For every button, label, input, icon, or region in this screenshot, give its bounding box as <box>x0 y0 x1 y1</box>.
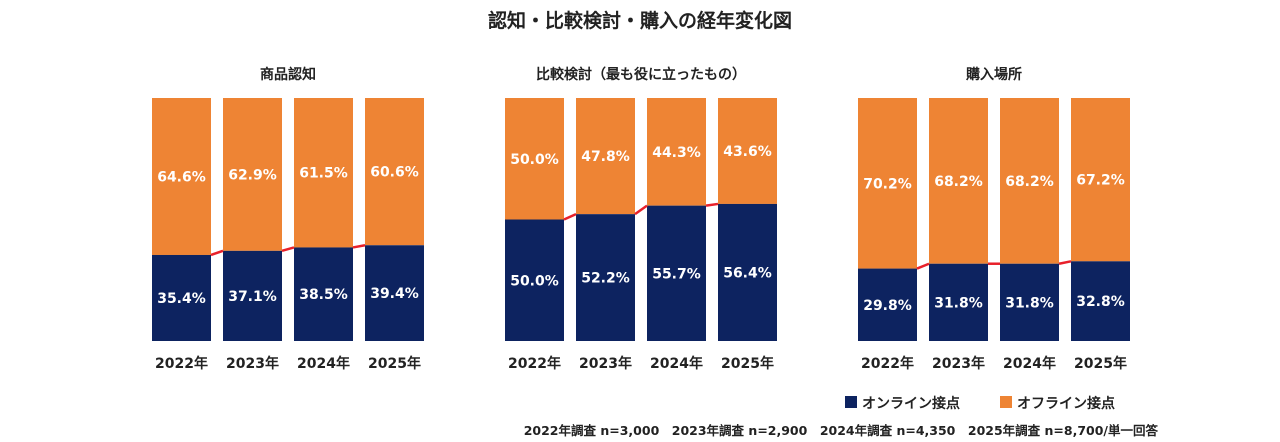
panel-2: 比較検討（最も役に立ったもの） 50.0% 50.0% 2022年 47.8% 52.2%… <box>505 66 777 372</box>
data-label-offline: 61.5% <box>299 166 348 182</box>
bar-online <box>718 203 777 341</box>
bar-online <box>1071 261 1130 341</box>
x-tick-label: 2024年 <box>650 355 703 372</box>
connector-line <box>634 204 648 216</box>
bar-offline <box>858 98 917 269</box>
data-label-offline: 62.9% <box>228 167 277 183</box>
data-label-online: 32.8% <box>1076 294 1125 310</box>
x-tick-label: 2024年 <box>1003 355 1056 372</box>
x-tick-label: 2022年 <box>508 355 561 372</box>
x-tick-label: 2025年 <box>721 355 774 372</box>
legend-swatch-offline <box>1000 396 1012 408</box>
x-tick-label: 2023年 <box>579 355 632 372</box>
panel-title: 購入場所 <box>965 66 1022 83</box>
data-label-offline: 68.2% <box>934 174 983 190</box>
panel-title: 商品認知 <box>260 66 316 83</box>
bar-offline <box>576 98 635 215</box>
bar-online <box>1000 263 1059 341</box>
data-label-online: 52.2% <box>581 271 630 287</box>
bar-online <box>929 263 988 341</box>
panel-1: 商品認知 64.6% 35.4% 2022年 62.9% 37.1% 2023年 61.5% 3… <box>152 66 424 372</box>
bar-offline <box>647 98 706 206</box>
data-label-offline: 50.0% <box>510 152 559 168</box>
x-tick-label: 2022年 <box>861 355 914 372</box>
data-label-online: 35.4% <box>157 291 206 307</box>
bar-offline <box>1071 98 1130 262</box>
connector-line <box>563 213 577 221</box>
data-label-online: 39.4% <box>370 286 419 302</box>
legend: オンライン接点 オフライン接点 <box>845 395 1115 412</box>
data-label-offline: 60.6% <box>370 165 419 181</box>
bar-offline <box>505 98 564 220</box>
connector-line <box>705 202 719 207</box>
x-tick-label: 2025年 <box>368 355 421 372</box>
data-label-online: 29.8% <box>863 298 912 314</box>
bar-offline <box>365 98 424 246</box>
bar-online <box>858 268 917 341</box>
legend-label-online: オンライン接点 <box>862 395 960 412</box>
data-label-offline: 70.2% <box>863 176 912 192</box>
bar-offline <box>718 98 777 204</box>
data-label-online: 31.8% <box>1005 295 1054 311</box>
bar-offline <box>223 98 282 251</box>
bar-offline <box>152 98 211 255</box>
connector-line <box>281 246 295 253</box>
x-tick-label: 2023年 <box>932 355 985 372</box>
connector-line <box>352 244 366 249</box>
panel-3: 購入場所 70.2% 29.8% 2022年 68.2% 31.8% 2023年 68.2% 3… <box>858 66 1130 372</box>
data-label-online: 31.8% <box>934 295 983 311</box>
data-label-offline: 43.6% <box>723 144 772 160</box>
x-tick-label: 2023年 <box>226 355 279 372</box>
bar-online <box>576 214 635 341</box>
data-label-offline: 44.3% <box>652 145 701 161</box>
data-label-offline: 64.6% <box>157 169 206 185</box>
data-label-online: 50.0% <box>510 273 559 289</box>
data-label-online: 37.1% <box>228 289 277 305</box>
bar-online <box>294 247 353 341</box>
legend-label-offline: オフライン接点 <box>1017 395 1115 412</box>
bar-online <box>365 245 424 341</box>
connector-line <box>1058 260 1072 265</box>
panel-title: 比較検討（最も役に立ったもの） <box>536 66 746 83</box>
x-tick-label: 2024年 <box>297 355 350 372</box>
footnote: 2022年調査 n=3,000 2023年調査 n=2,900 2024年調査 … <box>524 423 1159 438</box>
chart-title: 認知・比較検討・購入の経年変化図 <box>488 9 792 32</box>
data-label-online: 55.7% <box>652 266 701 282</box>
bar-online <box>647 205 706 341</box>
bar-offline <box>294 98 353 248</box>
bar-offline <box>1000 98 1059 264</box>
bar-online <box>505 219 564 341</box>
connector-line <box>916 262 930 270</box>
data-label-offline: 68.2% <box>1005 174 1054 190</box>
data-label-online: 56.4% <box>723 265 772 281</box>
bar-online <box>223 250 282 341</box>
data-label-offline: 47.8% <box>581 149 630 165</box>
x-tick-label: 2025年 <box>1074 355 1127 372</box>
legend-swatch-online <box>845 396 857 408</box>
x-tick-label: 2022年 <box>155 355 208 372</box>
bar-offline <box>929 98 988 264</box>
data-label-online: 38.5% <box>299 287 348 303</box>
connector-line <box>210 249 224 257</box>
bar-online <box>152 254 211 341</box>
data-label-offline: 67.2% <box>1076 173 1125 189</box>
